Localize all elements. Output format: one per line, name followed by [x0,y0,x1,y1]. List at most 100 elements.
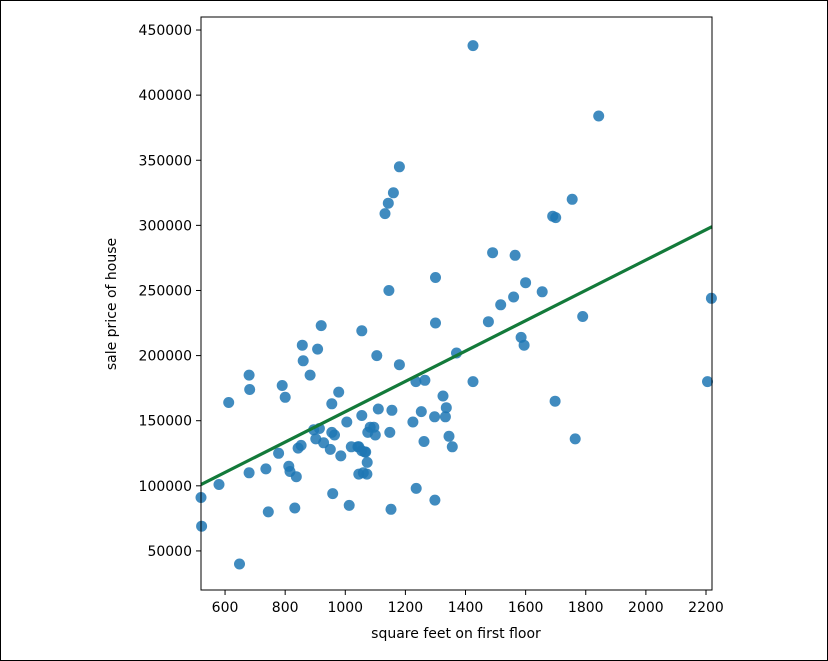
data-point [387,187,399,199]
data-point [273,447,285,459]
data-point [384,426,396,438]
data-point [569,433,581,445]
data-point [260,463,272,475]
data-point [419,374,431,386]
data-point [702,376,713,388]
y-tick-label: 400000 [139,88,192,104]
data-point [372,403,384,415]
data-point [333,386,345,398]
data-point [443,430,455,442]
data-point [437,390,449,402]
data-point [290,471,302,483]
data-point [549,395,561,407]
data-point [439,411,451,423]
data-point [440,402,452,414]
data-point [410,482,422,494]
y-tick-label: 300000 [139,218,192,234]
data-point [393,161,405,173]
x-tick-label: 1200 [388,600,424,616]
data-point [329,429,340,441]
data-point [312,343,324,355]
y-tick-label: 450000 [139,23,192,39]
data-point [360,446,372,458]
data-point [335,450,347,462]
points-layer [195,40,717,570]
y-tick-label: 100000 [139,479,192,495]
data-point [593,110,605,122]
y-axis: 50000 100000 150000 200000 250000 300000 35000… [139,23,201,560]
data-point [371,350,383,362]
x-tick-label: 1800 [568,600,604,616]
data-point [243,467,255,479]
data-point [297,355,309,367]
x-tick-label: 2000 [628,600,664,616]
y-tick-label: 350000 [139,153,192,169]
data-point [487,247,499,259]
x-tick-label: 1600 [508,600,544,616]
x-tick-label: 1400 [448,600,484,616]
data-point [508,291,520,303]
data-point [482,316,494,328]
data-point [341,416,353,428]
data-point [243,369,255,381]
data-point [520,277,532,289]
data-point [518,339,530,351]
data-point [705,292,717,304]
data-point [362,426,374,438]
data-point [244,384,256,395]
x-tick-label: 2200 [688,600,724,616]
data-point [467,376,479,388]
data-point [356,325,368,337]
data-point [304,369,316,381]
data-point [357,467,369,479]
data-point [429,411,441,423]
data-point [382,197,394,209]
data-point [379,208,391,220]
data-point [276,380,288,391]
data-point [386,404,398,416]
data-point [279,391,291,403]
data-point [223,397,235,408]
data-point [345,441,357,453]
data-point [407,416,419,428]
data-point [418,436,430,447]
data-point [327,488,339,500]
data-point [393,359,405,371]
data-point [324,443,336,455]
data-point [361,456,373,468]
data-point [509,249,521,261]
data-point [415,406,427,418]
data-point [495,299,507,311]
data-point [326,398,338,410]
data-point [446,441,458,453]
y-tick-label: 50000 [147,544,192,560]
y-tick-label: 250000 [139,283,192,299]
x-tick-label: 1000 [327,600,363,616]
data-point [356,410,368,421]
regression-line [200,225,713,486]
data-point [430,317,441,329]
data-point [213,479,225,490]
data-point [577,311,589,322]
data-point [536,286,548,298]
data-point [234,558,245,570]
data-point [385,503,397,515]
x-tick-label: 800 [272,600,299,616]
y-axis-label: sale price of house [104,238,120,370]
x-axis: 600 800 1000 1200 1400 1600 1800 2000 2200 [212,590,724,616]
x-axis-label: square feet on first floor [371,626,541,642]
data-point [292,442,304,454]
y-tick-label: 200000 [139,349,192,365]
data-point [383,285,395,296]
data-point [429,494,441,506]
data-point [289,502,301,514]
data-point [196,520,208,532]
data-point [296,339,308,351]
data-point [318,437,330,449]
data-point [467,40,479,52]
plot-area-frame [200,16,713,591]
x-tick-label: 600 [212,600,239,616]
data-point [315,320,327,332]
